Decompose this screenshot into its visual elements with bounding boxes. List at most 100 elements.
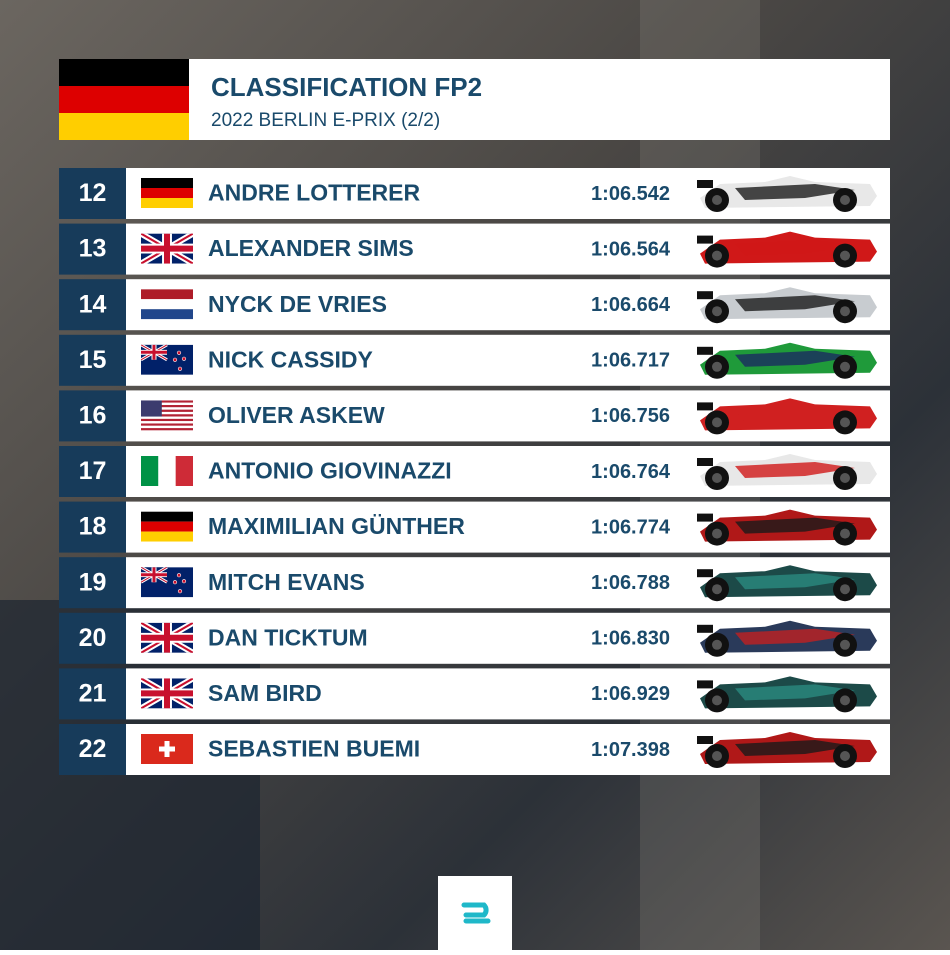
car-rim [712, 250, 722, 261]
position: 20 [79, 624, 107, 652]
union-jack [141, 344, 168, 362]
flag-stripe [141, 400, 193, 403]
flag-star [177, 366, 183, 371]
lap-time: 1:07.398 [591, 739, 670, 761]
car [697, 176, 877, 212]
car [697, 732, 877, 768]
flag [141, 622, 193, 653]
flag-canton [141, 400, 162, 417]
flag-stripe [141, 402, 193, 406]
row: 21 SAM BIRD 1:06.929 [59, 668, 890, 720]
row: 17 ANTONIO GIOVINAZZI 1:06.764 [59, 446, 890, 497]
driver-name: DAN TICKTUM [208, 624, 368, 650]
row: 13 ALEXANDER SIMS 1:06.564 [59, 223, 890, 275]
flag-star [172, 580, 178, 585]
car-wing [697, 346, 713, 355]
car-rim [840, 751, 850, 761]
car-rim [840, 528, 850, 539]
flag-stripe [141, 198, 193, 208]
flag [141, 344, 193, 375]
row: 20 DAN TICKTUM 1:06.830 [59, 612, 890, 664]
position: 18 [79, 513, 107, 541]
lap-time: 1:06.929 [591, 683, 670, 705]
flag-stripe [141, 456, 159, 486]
position-cell [59, 668, 126, 720]
header-box [59, 59, 890, 140]
car-wing [697, 624, 713, 633]
position-cell [59, 724, 126, 775]
flag [141, 567, 193, 598]
car-rim [712, 584, 722, 595]
car-livery [735, 573, 855, 590]
car [697, 342, 877, 379]
car-rim [840, 250, 850, 261]
row: 12 ANDRE LOTTERER 1:06.542 [59, 168, 890, 219]
position-cell [59, 390, 126, 442]
car-wing [697, 736, 713, 744]
driver-name: ALEXANDER SIMS [208, 235, 414, 261]
flag-stripe [141, 299, 193, 310]
driver-name: MITCH EVANS [208, 569, 365, 595]
flag-stripe [141, 409, 193, 412]
car [697, 620, 877, 657]
position-cell [59, 168, 126, 219]
flag-stripe [141, 521, 193, 532]
position: 19 [79, 568, 107, 596]
lap-time: 1:06.542 [591, 183, 670, 205]
car-rim [712, 751, 722, 761]
flag-cross [141, 622, 193, 653]
header: CLASSIFICATION FP2 2022 BERLIN E-PRIX (2… [59, 59, 890, 140]
car-rim [712, 695, 722, 706]
lap-time: 1:06.764 [591, 461, 671, 483]
car-rim [712, 473, 722, 483]
car-rim [712, 195, 722, 205]
flag-stripe [59, 59, 189, 86]
car [697, 231, 877, 268]
car-livery [735, 406, 855, 423]
position: 17 [79, 457, 107, 485]
position: 14 [79, 290, 107, 318]
flag [141, 678, 193, 709]
car-livery [735, 684, 855, 701]
driver-name: OLIVER ASKEW [208, 402, 385, 428]
position: 21 [79, 680, 107, 708]
flag-cross [141, 344, 167, 360]
car-livery [735, 295, 855, 312]
lap-time: 1:06.717 [591, 350, 670, 372]
driver-name: NYCK DE VRIES [208, 291, 387, 317]
union-jack [141, 233, 193, 264]
car-livery [735, 350, 855, 367]
position-cell [59, 279, 126, 331]
car-rim [840, 695, 850, 706]
row: 14 NYCK DE VRIES 1:06.664 [59, 279, 890, 331]
position-cell [59, 223, 126, 275]
row: 18 MAXIMILIAN GÜNTHER 1:06.774 [59, 501, 890, 553]
car-wing [697, 513, 713, 522]
flag-stripe [141, 411, 193, 415]
flag [141, 456, 193, 486]
logo-mark [461, 902, 491, 924]
position: 16 [79, 402, 107, 430]
car-livery [735, 628, 855, 645]
flag-stripe [141, 309, 193, 320]
flag-stripe [141, 414, 193, 417]
position: 13 [79, 235, 107, 263]
car-rim [840, 195, 850, 205]
driver-name: SEBASTIEN BUEMI [208, 736, 420, 762]
car-wing [697, 235, 713, 244]
position-cell [59, 612, 126, 664]
flag-stripe [59, 113, 189, 140]
car-livery [735, 462, 855, 478]
position: 12 [79, 179, 107, 207]
position: 15 [79, 346, 107, 374]
row: 16 OLIVER ASKEW 1:06.756 [59, 390, 890, 442]
flag-stripe [141, 428, 193, 431]
car-rim [840, 473, 850, 483]
flag-star [181, 356, 187, 361]
flag [141, 178, 193, 208]
car-rim [712, 361, 722, 372]
logo [438, 876, 512, 950]
flag-stripe [141, 416, 193, 419]
